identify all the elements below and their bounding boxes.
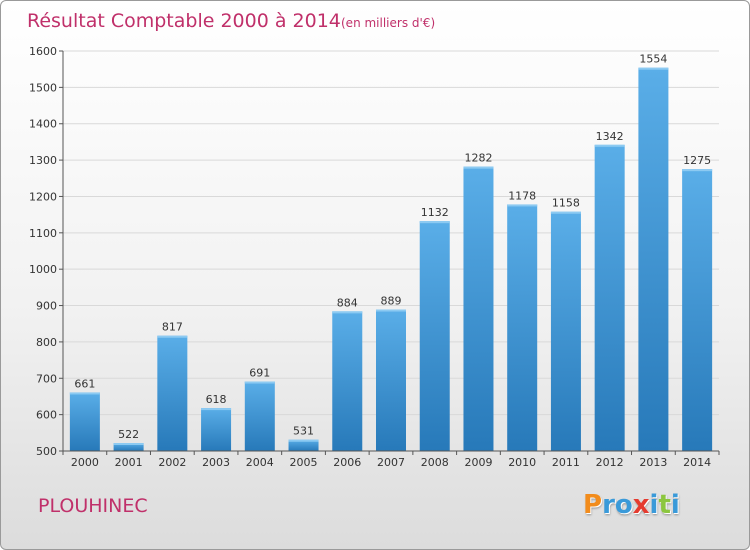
value-label-2009: 1282 [464,152,492,165]
x-tick-label: 2007 [377,456,405,469]
y-tick-label: 1000 [29,263,57,276]
y-tick-label: 1100 [29,227,57,240]
bar-highlight [113,443,144,445]
bar-2013 [638,67,669,452]
y-tick-label: 500 [36,445,57,458]
bar-highlight [594,144,625,147]
y-tick-label: 1600 [29,45,57,58]
chart-title: Résultat Comptable 2000 à 2014 [27,10,341,32]
bar-highlight [507,204,538,207]
logo-letter: r [602,490,615,520]
logo-letter: x [632,490,650,520]
bars [69,67,713,452]
value-label-2001: 522 [118,428,139,441]
y-axis-ticks: 500 600 700 800 900 1000 1100 1200 1300 1400 1500 1… [29,45,63,458]
x-tick-label: 2010 [508,456,536,469]
proxiti-logo: Proxiti [583,490,680,520]
bar-2011 [550,211,581,451]
x-tick-label: 2000 [71,456,99,469]
bar-2005 [288,439,319,451]
x-tick-label: 2001 [115,456,143,469]
bar-2000 [69,392,100,451]
y-tick-label: 800 [36,336,57,349]
bar-highlight [550,211,581,214]
value-label-2013: 1554 [639,53,667,66]
value-label-2012: 1342 [596,130,624,143]
y-tick-label: 900 [36,300,57,313]
logo-letter: t [658,490,671,520]
chart-subtitle: (en milliers d'€) [341,16,435,30]
bar-highlight [419,221,450,224]
bar-2002 [157,335,188,451]
bar-highlight [332,311,363,314]
value-label-2003: 618 [206,393,227,406]
value-label-2011: 1158 [552,197,580,210]
value-label-2004: 691 [249,367,270,380]
bar-2012 [594,144,625,451]
logo-letter: i [649,490,659,520]
value-label-2014: 1275 [683,154,711,167]
x-tick-label: 2006 [333,456,361,469]
logo-letter: o [614,490,633,520]
value-label-2005: 531 [293,425,314,438]
y-tick-label: 600 [36,409,57,422]
x-tick-label: 2003 [202,456,230,469]
commune-name: PLOUHINEC [38,495,148,517]
value-label-2007: 889 [381,295,402,308]
bar-2014 [682,169,713,451]
y-tick-label: 1200 [29,190,57,203]
bar-2003 [201,408,232,451]
x-tick-label: 2008 [421,456,449,469]
x-tick-label: 2014 [683,456,711,469]
bar-highlight [69,392,100,395]
bar-highlight [638,67,669,70]
x-tick-label: 2009 [464,456,492,469]
y-tick-label: 1500 [29,81,57,94]
value-label-2010: 1178 [508,189,536,202]
bar-highlight [157,335,188,338]
x-tick-label: 2013 [639,456,667,469]
x-axis-ticks: 2000 2001 2002 2003 2004 2005 2006 2007 2008 2009… [62,451,720,469]
bar-highlight [376,309,406,312]
bar-2006 [332,311,363,451]
x-tick-label: 2012 [596,456,624,469]
x-tick-label: 2005 [290,456,318,469]
value-labels: 661 522 817 618 691 531 884 889 1132 1282 1178 1158… [74,53,711,441]
y-tick-label: 1400 [29,118,57,131]
bar-highlight [463,166,494,169]
bar-highlight [201,408,232,411]
logo-letter: i [670,490,680,520]
bar-2007 [376,309,406,451]
x-tick-label: 2011 [552,456,580,469]
value-label-2006: 884 [337,296,358,309]
axes [62,51,719,452]
x-tick-label: 2002 [158,456,186,469]
y-tick-label: 700 [36,372,57,385]
logo-letter: P [583,490,603,520]
bar-highlight [244,381,275,384]
bar-highlight [288,439,319,442]
value-label-2002: 817 [162,321,183,334]
bar-2010 [507,204,538,451]
bar-2008 [419,221,450,451]
value-label-2008: 1132 [421,206,449,219]
y-tick-label: 1300 [29,154,57,167]
bar-2009 [463,166,494,452]
bar-highlight [682,169,713,172]
x-tick-label: 2004 [246,456,274,469]
bar-2004 [244,381,275,451]
value-label-2000: 661 [74,377,95,390]
bar-2001 [113,443,144,451]
